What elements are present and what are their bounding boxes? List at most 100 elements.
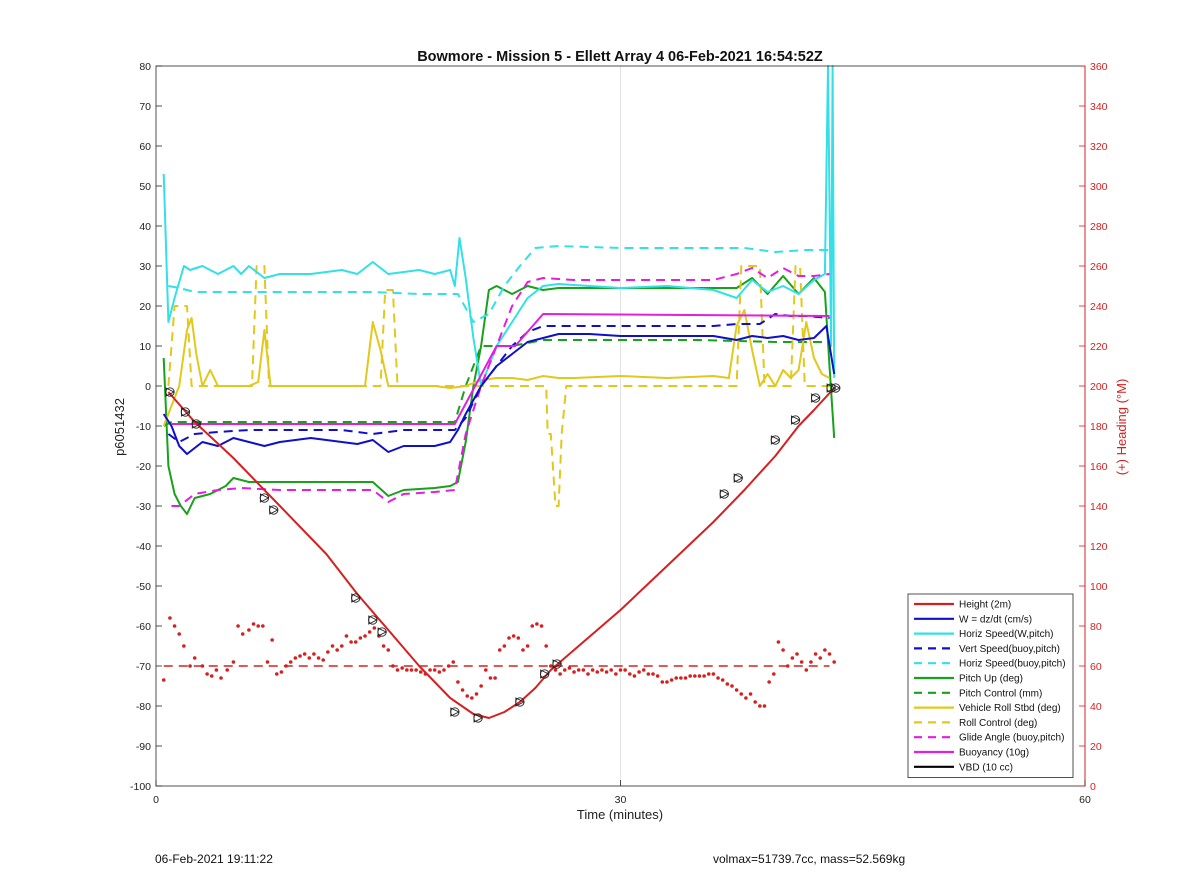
heading-point [818, 656, 823, 660]
y-tick-label: -40 [136, 541, 151, 553]
y2-tick-label: 20 [1090, 741, 1102, 753]
heading-point [535, 622, 539, 626]
y2-tick-label: 80 [1090, 621, 1102, 633]
heading-point [363, 634, 367, 638]
height-marker-triangle [811, 393, 821, 403]
heading-point [240, 632, 245, 636]
heading-point [730, 684, 734, 688]
height-marker-triangle [351, 593, 361, 603]
heading-point [483, 668, 488, 672]
heading-point [205, 672, 209, 676]
y-axis-label: p6051432 [112, 398, 127, 456]
heading-point [785, 664, 790, 668]
heading-point [832, 660, 836, 664]
y2-tick-label: 120 [1090, 541, 1108, 553]
y2-tick-label: 160 [1090, 461, 1108, 473]
heading-point [312, 652, 316, 656]
chart-title: Bowmore - Mission 5 - Ellett Array 4 06-… [417, 49, 823, 65]
heading-point [265, 660, 270, 664]
heading-point [813, 652, 818, 656]
y-tick-label: 70 [139, 101, 151, 113]
heading-point [446, 664, 451, 668]
heading-point [284, 664, 288, 668]
heading-point [188, 664, 192, 668]
heading-point [479, 684, 483, 688]
series-line-3 [162, 65, 836, 387]
height-marker-triangle [180, 407, 191, 417]
series-line-8 [162, 309, 830, 427]
y2-tick-label: 300 [1090, 181, 1108, 193]
heading-point [316, 656, 321, 660]
series-line-1 [167, 387, 835, 719]
legend-label: Vehicle Roll Stbd (deg) [959, 703, 1061, 714]
heading-point [679, 676, 683, 680]
y2-tick-label: 240 [1090, 301, 1108, 313]
heading-point [432, 668, 437, 672]
heading-point [161, 678, 166, 682]
heading-point [716, 676, 720, 680]
heading-point [683, 676, 688, 680]
heading-point [562, 668, 567, 672]
heading-point [799, 660, 804, 664]
heading-point [386, 648, 391, 652]
heading-point [674, 676, 679, 680]
heading-point [507, 636, 511, 640]
heading-point [725, 682, 730, 686]
y2-tick-label: 360 [1090, 61, 1108, 73]
heading-point [711, 672, 716, 676]
legend-label: Glide Angle (buoy,pitch) [959, 733, 1064, 744]
heading-point [688, 674, 692, 678]
heading-point [549, 664, 553, 668]
heading-point [236, 624, 240, 628]
heading-point [256, 624, 260, 628]
heading-point [488, 676, 493, 680]
heading-point [767, 680, 771, 684]
height-marker-triangle [165, 387, 175, 397]
heading-point [474, 692, 479, 696]
heading-point [646, 672, 651, 676]
legend-label: W = dz/dt (cm/s) [959, 614, 1032, 625]
heading-point [209, 674, 214, 678]
heading-point [423, 672, 428, 676]
y-tick-label: -80 [136, 701, 151, 713]
heading-point [270, 638, 274, 642]
heading-point [497, 648, 502, 652]
heading-point [572, 670, 576, 674]
series-line-5 [168, 245, 830, 323]
y2-axis-label: (+) Heading (°M) [1114, 379, 1129, 476]
height-marker-circle [810, 393, 821, 403]
heading-point [465, 694, 470, 698]
heading-scatter [161, 616, 836, 708]
y-tick-label: -30 [136, 501, 151, 513]
height-marker-triangle [826, 383, 837, 393]
heading-point [409, 668, 414, 672]
series-line-2 [162, 325, 836, 455]
heading-point [609, 668, 614, 672]
heading-point [530, 624, 535, 628]
y-tick-label: 20 [139, 301, 151, 313]
heading-point [586, 672, 590, 676]
legend-box [907, 593, 1074, 779]
height-marker-triangle [831, 383, 841, 393]
heading-point [632, 674, 637, 678]
footer-timestamp: 06-Feb-2021 19:11:22 [155, 852, 273, 866]
height-marker-triangle [269, 505, 279, 515]
series-line-4 [167, 313, 830, 443]
heading-point [298, 654, 302, 658]
heading-point [614, 672, 618, 676]
heading-point [200, 664, 205, 668]
height-marker-triangle [733, 473, 744, 483]
heading-point [590, 668, 595, 672]
heading-point [734, 688, 739, 692]
height-marker-circle [368, 615, 378, 625]
series-line-10 [171, 267, 830, 507]
height-marker-triangle [259, 493, 270, 503]
heading-point [372, 626, 377, 630]
heading-point [192, 656, 197, 660]
heading-point [665, 680, 669, 684]
heading-point [702, 674, 706, 678]
y2-tick-label: 260 [1090, 261, 1108, 273]
heading-point [247, 628, 251, 632]
legend-label: Height (2m) [959, 600, 1011, 611]
series-line-11 [171, 313, 830, 425]
